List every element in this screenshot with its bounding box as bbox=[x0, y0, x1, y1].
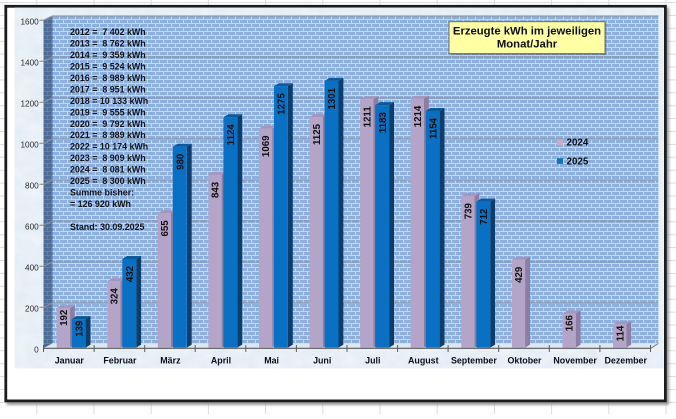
svg-text:2022 = 10 174 kWh: 2022 = 10 174 kWh bbox=[70, 142, 148, 152]
svg-text:800: 800 bbox=[25, 182, 39, 191]
svg-text:139: 139 bbox=[74, 320, 85, 337]
svg-text:Juni: Juni bbox=[313, 356, 331, 366]
svg-text:2013 = 8 762 kWh: 2013 = 8 762 kWh bbox=[70, 39, 146, 49]
svg-text:1154: 1154 bbox=[428, 117, 439, 139]
svg-text:1000: 1000 bbox=[20, 141, 39, 150]
svg-text:2018 = 10 133 kWh: 2018 = 10 133 kWh bbox=[70, 96, 148, 106]
svg-text:2017 = 8 951 kWh: 2017 = 8 951 kWh bbox=[70, 85, 146, 95]
svg-text:August: August bbox=[408, 356, 439, 366]
svg-text:843: 843 bbox=[211, 181, 222, 198]
svg-text:2025 = 8 300 kWh: 2025 = 8 300 kWh bbox=[70, 176, 146, 186]
svg-text:432: 432 bbox=[125, 266, 136, 282]
svg-text:0: 0 bbox=[34, 346, 39, 355]
svg-text:1600: 1600 bbox=[20, 18, 39, 27]
svg-text:Stand: 30.09.2025: Stand: 30.09.2025 bbox=[70, 222, 145, 232]
svg-text:429: 429 bbox=[514, 266, 525, 283]
svg-text:712: 712 bbox=[479, 209, 490, 225]
svg-text:1183: 1183 bbox=[378, 112, 389, 134]
svg-text:Erzeugte kWh im jeweiligen: Erzeugte kWh im jeweiligen bbox=[453, 26, 601, 38]
svg-text:1211: 1211 bbox=[362, 106, 373, 128]
svg-text:2015 = 9 524 kWh: 2015 = 9 524 kWh bbox=[70, 62, 146, 72]
svg-text:Januar: Januar bbox=[55, 356, 85, 366]
svg-text:April: April bbox=[211, 356, 231, 366]
svg-text:166: 166 bbox=[565, 314, 576, 331]
svg-text:1069: 1069 bbox=[261, 135, 272, 157]
svg-text:2023 = 8 909 kWh: 2023 = 8 909 kWh bbox=[70, 153, 146, 163]
svg-text:November: November bbox=[553, 356, 597, 366]
svg-text:400: 400 bbox=[25, 264, 39, 273]
svg-text:980: 980 bbox=[175, 154, 186, 170]
svg-text:2016 = 8 989 kWh: 2016 = 8 989 kWh bbox=[70, 73, 146, 83]
svg-text:Monat/Jahr: Monat/Jahr bbox=[497, 38, 558, 50]
svg-text:2021 = 8 989 kWh: 2021 = 8 989 kWh bbox=[70, 130, 146, 140]
svg-text:September: September bbox=[451, 356, 497, 366]
svg-text:1200: 1200 bbox=[20, 100, 39, 109]
svg-text:655: 655 bbox=[160, 220, 171, 237]
svg-text:114: 114 bbox=[615, 325, 626, 341]
svg-text:2014 = 9 359 kWh: 2014 = 9 359 kWh bbox=[70, 50, 146, 60]
svg-text:Oktober: Oktober bbox=[507, 356, 542, 366]
svg-text:2020 = 9 792 kWh: 2020 = 9 792 kWh bbox=[70, 119, 146, 129]
svg-text:2019 = 9 555 kWh: 2019 = 9 555 kWh bbox=[70, 107, 146, 117]
svg-text:1124: 1124 bbox=[226, 124, 237, 146]
svg-text:März: März bbox=[160, 356, 181, 366]
svg-text:200: 200 bbox=[25, 305, 39, 314]
svg-text:Februar: Februar bbox=[103, 356, 137, 366]
svg-text:1125: 1125 bbox=[312, 123, 323, 145]
svg-text:192: 192 bbox=[59, 310, 70, 326]
svg-text:1400: 1400 bbox=[20, 59, 39, 68]
svg-text:739: 739 bbox=[464, 202, 475, 219]
svg-text:1214: 1214 bbox=[413, 105, 424, 127]
svg-text:2012 = 7 402 kWh: 2012 = 7 402 kWh bbox=[70, 27, 146, 37]
svg-text:1301: 1301 bbox=[327, 87, 338, 109]
svg-text:Juli: Juli bbox=[365, 356, 380, 366]
svg-text:Dezember: Dezember bbox=[604, 356, 647, 366]
svg-text:600: 600 bbox=[25, 223, 39, 232]
svg-text:1275: 1275 bbox=[277, 93, 288, 115]
svg-text:2025: 2025 bbox=[567, 156, 589, 167]
svg-text:2024 = 8 081 kWh: 2024 = 8 081 kWh bbox=[70, 165, 146, 175]
svg-text:Summe bisher:: Summe bisher: bbox=[70, 188, 134, 198]
svg-text:2024: 2024 bbox=[567, 138, 589, 149]
svg-text:= 126 920 kWh: = 126 920 kWh bbox=[70, 199, 131, 209]
svg-text:Mai: Mai bbox=[264, 356, 279, 366]
svg-text:324: 324 bbox=[110, 288, 121, 305]
